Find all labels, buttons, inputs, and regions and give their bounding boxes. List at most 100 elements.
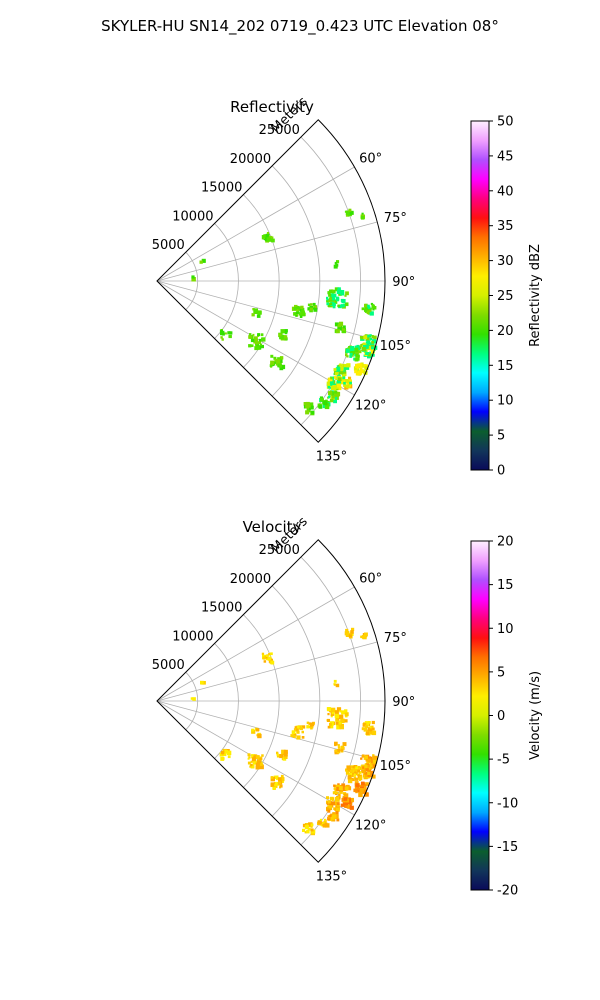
- echo-pixel: [312, 302, 316, 306]
- echo-pixel: [332, 395, 338, 400]
- echo-pixel: [362, 345, 366, 348]
- echo-pixel: [333, 784, 336, 787]
- echo-pixel: [367, 345, 373, 351]
- echo-pixel: [335, 788, 338, 791]
- figure-title: SKYLER-HU SN14_202 0719_0.423 UTC Elevat…: [101, 17, 499, 36]
- echo-pixel: [329, 722, 332, 726]
- echo-pixel: [252, 765, 255, 768]
- echo-pixel: [359, 784, 362, 788]
- echo-pixel: [332, 712, 335, 715]
- echo-pixel: [190, 697, 194, 700]
- echo-pixel: [296, 309, 299, 312]
- radial-tick-label: 20000: [230, 572, 271, 587]
- echo-pixel: [344, 712, 349, 717]
- echo-pixel: [252, 762, 255, 765]
- echo-pixel: [352, 766, 355, 769]
- echo-pixel: [348, 208, 352, 212]
- echo-pixel: [259, 758, 262, 761]
- panel-title: Velocity: [243, 518, 302, 536]
- echo-pixel: [252, 308, 255, 311]
- echo-pixel: [347, 382, 351, 386]
- echo-pixel: [328, 377, 333, 382]
- colorbar-gradient: [470, 540, 490, 891]
- echo-pixel: [344, 795, 348, 799]
- echo-pixel: [359, 788, 364, 793]
- angle-tick-label: 105°: [380, 759, 411, 774]
- echo-pixel: [347, 769, 351, 772]
- echo-pixel: [357, 370, 361, 374]
- echo-pixel: [368, 309, 372, 312]
- echo-pixel: [227, 331, 231, 335]
- echo-pixel: [274, 783, 278, 787]
- echo-pixel: [318, 405, 323, 409]
- echo-pixel: [368, 721, 371, 724]
- echo-pixel: [257, 341, 261, 344]
- colorbar-tick-label: -10: [497, 796, 518, 811]
- echo-pixel: [369, 337, 372, 341]
- echo-pixel: [260, 333, 264, 337]
- echo-pixel: [344, 294, 347, 297]
- echo-pixel: [355, 766, 358, 770]
- colorbar-tick-label: -5: [497, 753, 510, 768]
- echo-pixel: [344, 302, 349, 307]
- echo-pixel: [310, 722, 315, 727]
- echo-pixel: [306, 830, 310, 834]
- echo-pixel: [342, 325, 346, 329]
- echo-pixel: [250, 763, 253, 767]
- echo-pixel: [345, 771, 350, 775]
- echo-pixel: [362, 723, 367, 727]
- echo-pixel: [351, 627, 355, 631]
- echo-pixel: [277, 357, 281, 361]
- echo-pixel: [368, 756, 372, 760]
- polar-sector: 5000 10000 15000 20000 25000 60° 75° 90° 105° 120…: [152, 514, 416, 884]
- angle-tick-label: 120°: [355, 398, 386, 413]
- echo-pixel: [337, 385, 342, 391]
- echo-pixel: [305, 410, 310, 415]
- echo-pixel: [371, 727, 375, 731]
- echo-pixel: [323, 820, 327, 824]
- echo-pixel: [279, 784, 283, 788]
- echo-pixel: [280, 777, 285, 782]
- radial-tick-label: 5000: [152, 238, 185, 253]
- echo-pixel: [372, 759, 378, 764]
- echo-pixel: [335, 367, 341, 372]
- echo-pixel: [222, 753, 225, 756]
- echo-pixel: [301, 730, 304, 734]
- echo-pixel: [349, 352, 353, 356]
- echo-pixel: [331, 707, 336, 712]
- echo-pixel: [283, 335, 288, 339]
- echo-pixel: [367, 758, 372, 763]
- echo-pixel: [371, 341, 374, 344]
- echo-pixel: [324, 404, 330, 410]
- echo-pixel: [371, 774, 376, 779]
- echo-pixel: [324, 401, 328, 405]
- echo-pixel: [334, 749, 338, 752]
- echo-pixel: [357, 347, 361, 351]
- echo-pixel: [371, 336, 374, 339]
- angle-tick-label: 90°: [392, 695, 415, 710]
- echo-pixel: [349, 805, 354, 810]
- echo-pixel: [341, 299, 346, 304]
- echo-pixel: [330, 709, 333, 713]
- echo-pixel: [365, 759, 368, 762]
- echo-pixel: [338, 304, 342, 309]
- echo-pixel: [362, 635, 367, 640]
- echo-pixel: [303, 402, 308, 406]
- echo-pixel: [353, 366, 359, 371]
- colorbar-tick-label: 10: [497, 622, 514, 637]
- echo-pixel: [302, 828, 306, 832]
- radial-tick-label: 10000: [172, 209, 213, 224]
- echo-pixel: [345, 353, 348, 357]
- echo-pixel: [278, 781, 281, 784]
- echo-pixel: [342, 367, 346, 371]
- echo-pixel: [364, 724, 369, 729]
- echo-pixel: [327, 707, 332, 712]
- echo-pixel: [324, 818, 327, 821]
- echo-pixel: [340, 366, 344, 371]
- echo-pixel: [343, 381, 346, 385]
- echo-pixel: [334, 392, 340, 397]
- echo-pixel: [310, 828, 314, 832]
- echo-pixel: [296, 306, 301, 311]
- echo-pixel: [333, 787, 336, 790]
- echo-pixel: [296, 311, 300, 314]
